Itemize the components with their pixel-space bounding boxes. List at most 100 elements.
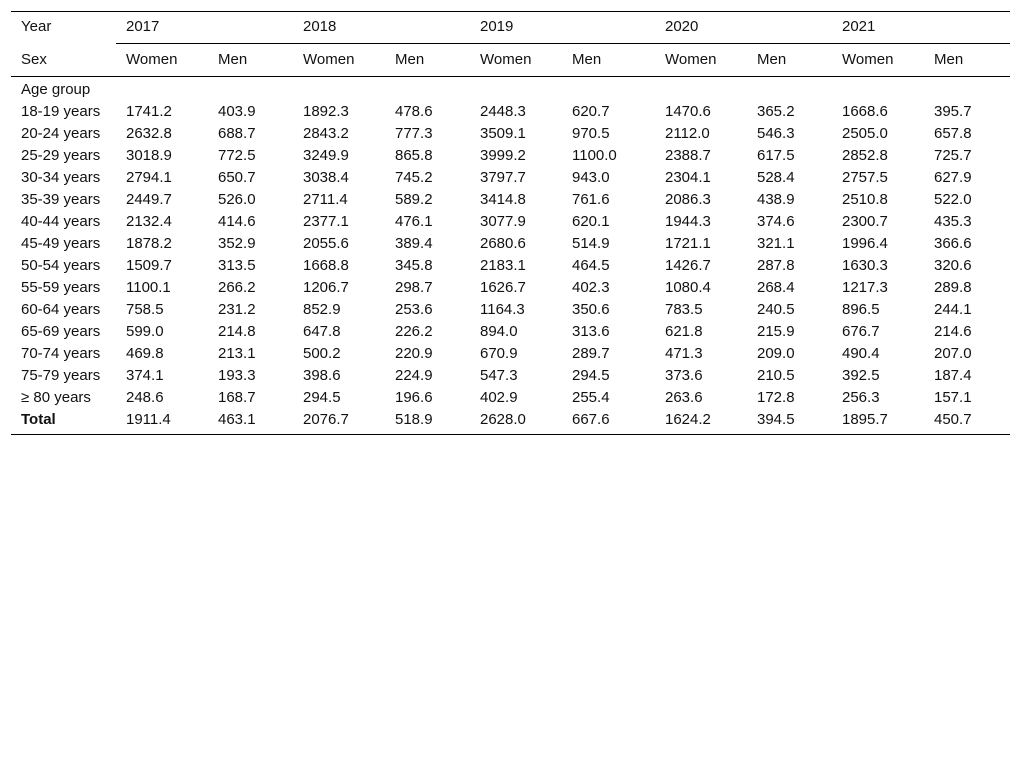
table-cell: 402.9 <box>480 389 518 406</box>
row-label: 18-19 years <box>21 103 101 120</box>
table-cell: 500.2 <box>303 345 341 362</box>
table-cell: 599.0 <box>126 323 164 340</box>
table-cell: 196.6 <box>395 389 433 406</box>
table-cell: 365.2 <box>757 103 795 120</box>
table-cell: 514.9 <box>572 235 610 252</box>
table-cell: 294.5 <box>572 367 610 384</box>
table-cell: 256.3 <box>842 389 880 406</box>
table-cell: 209.0 <box>757 345 795 362</box>
table-cell: 3249.9 <box>303 147 349 164</box>
table-row: 25-29 years 3018.9 772.5 3249.9 865.8 3999.2 1… <box>11 145 1010 167</box>
table-cell: 214.8 <box>218 323 256 340</box>
table-cell: 852.9 <box>303 301 341 318</box>
table-cell: 589.2 <box>395 191 433 208</box>
table-cell: 1741.2 <box>126 103 172 120</box>
table-cell: 3509.1 <box>480 125 526 142</box>
table-cell: 2505.0 <box>842 125 888 142</box>
table-cell: 294.5 <box>303 389 341 406</box>
table-cell: 522.0 <box>934 191 972 208</box>
total-cell: 2628.0 <box>470 409 562 435</box>
table-cell: 745.2 <box>395 169 433 186</box>
table-cell: 226.2 <box>395 323 433 340</box>
table-cell: 676.7 <box>842 323 880 340</box>
table-cell: 469.8 <box>126 345 164 362</box>
table-cell: 2510.8 <box>842 191 888 208</box>
table-cell: 240.5 <box>757 301 795 318</box>
table-cell: 157.1 <box>934 389 972 406</box>
table-cell: 193.3 <box>218 367 256 384</box>
table-cell: 255.4 <box>572 389 610 406</box>
row-label: 40-44 years <box>21 213 101 230</box>
table-cell: 1206.7 <box>303 279 349 296</box>
table-row: 75-79 years 374.1 193.3 398.6 224.9 547.3 294.… <box>11 365 1010 387</box>
table-cell: 2843.2 <box>303 125 349 142</box>
table-cell: 253.6 <box>395 301 433 318</box>
table-cell: 224.9 <box>395 367 433 384</box>
total-cell: 1895.7 <box>832 409 924 435</box>
sex-header-men: Men <box>924 43 1010 77</box>
sex-header-men: Men <box>385 43 470 77</box>
table-cell: 1892.3 <box>303 103 349 120</box>
table-cell: 172.8 <box>757 389 795 406</box>
table-cell: 650.7 <box>218 169 256 186</box>
table-cell: 758.5 <box>126 301 164 318</box>
table-cell: 1470.6 <box>665 103 711 120</box>
table-cell: 168.7 <box>218 389 256 406</box>
total-cell: 2076.7 <box>293 409 385 435</box>
table-cell: 1944.3 <box>665 213 711 230</box>
sex-header-women: Women <box>293 43 385 77</box>
table-cell: 2300.7 <box>842 213 888 230</box>
table-cell: 2055.6 <box>303 235 349 252</box>
table-cell: 1878.2 <box>126 235 172 252</box>
table-cell: 1630.3 <box>842 257 888 274</box>
year-header-2021: 2021 <box>832 11 1010 44</box>
row-label: 60-64 years <box>21 301 101 318</box>
table-cell: 3999.2 <box>480 147 526 164</box>
total-cell: 1911.4 <box>116 409 208 435</box>
table-cell: 528.4 <box>757 169 795 186</box>
row-label: 30-34 years <box>21 169 101 186</box>
table-cell: 395.7 <box>934 103 972 120</box>
row-label: 20-24 years <box>21 125 101 142</box>
table-cell: 772.5 <box>218 147 256 164</box>
table-cell: 187.4 <box>934 367 972 384</box>
table-cell: 268.4 <box>757 279 795 296</box>
table-cell: 402.3 <box>572 279 610 296</box>
table-container: Year 2017 2018 2019 2020 2021 Sex Women … <box>11 11 1010 435</box>
table-cell: 289.7 <box>572 345 610 362</box>
total-row: Total 1911.4 463.1 2076.7 518.9 2628.0 667.6 16… <box>11 409 1010 435</box>
table-cell: 345.8 <box>395 257 433 274</box>
table-cell: 350.6 <box>572 301 610 318</box>
table-row: 45-49 years 1878.2 352.9 2055.6 389.4 2680.6 5… <box>11 233 1010 255</box>
table-cell: 620.7 <box>572 103 610 120</box>
table-cell: 970.5 <box>572 125 610 142</box>
table-row: 50-54 years 1509.7 313.5 1668.8 345.8 2183.1 4… <box>11 255 1010 277</box>
table-cell: 244.1 <box>934 301 972 318</box>
table-cell: 2757.5 <box>842 169 888 186</box>
row-label: 55-59 years <box>21 279 101 296</box>
table-cell: 3038.4 <box>303 169 349 186</box>
table-cell: 1668.8 <box>303 257 349 274</box>
table-cell: 1164.3 <box>480 301 525 318</box>
table-cell: 213.1 <box>218 345 256 362</box>
table-cell: 313.6 <box>572 323 610 340</box>
table-cell: 392.5 <box>842 367 880 384</box>
sex-label: Sex <box>11 43 116 77</box>
table-cell: 894.0 <box>480 323 518 340</box>
total-cell: 450.7 <box>924 409 1010 435</box>
table-cell: 2183.1 <box>480 257 526 274</box>
sex-header-row: Sex Women Men Women Men Women Men Women … <box>11 43 1010 77</box>
table-cell: 207.0 <box>934 345 972 362</box>
table-cell: 2448.3 <box>480 103 526 120</box>
table-cell: 398.6 <box>303 367 341 384</box>
table-cell: 621.8 <box>665 323 703 340</box>
table-row: 60-64 years 758.5 231.2 852.9 253.6 1164.3 350… <box>11 299 1010 321</box>
sex-header-men: Men <box>747 43 832 77</box>
table-cell: 464.5 <box>572 257 610 274</box>
table-cell: 2632.8 <box>126 125 172 142</box>
table-cell: 1721.1 <box>665 235 711 252</box>
rates-table: Year 2017 2018 2019 2020 2021 Sex Women … <box>11 11 1010 435</box>
table-cell: 471.3 <box>665 345 703 362</box>
table-cell: 374.6 <box>757 213 795 230</box>
row-label: 75-79 years <box>21 367 101 384</box>
